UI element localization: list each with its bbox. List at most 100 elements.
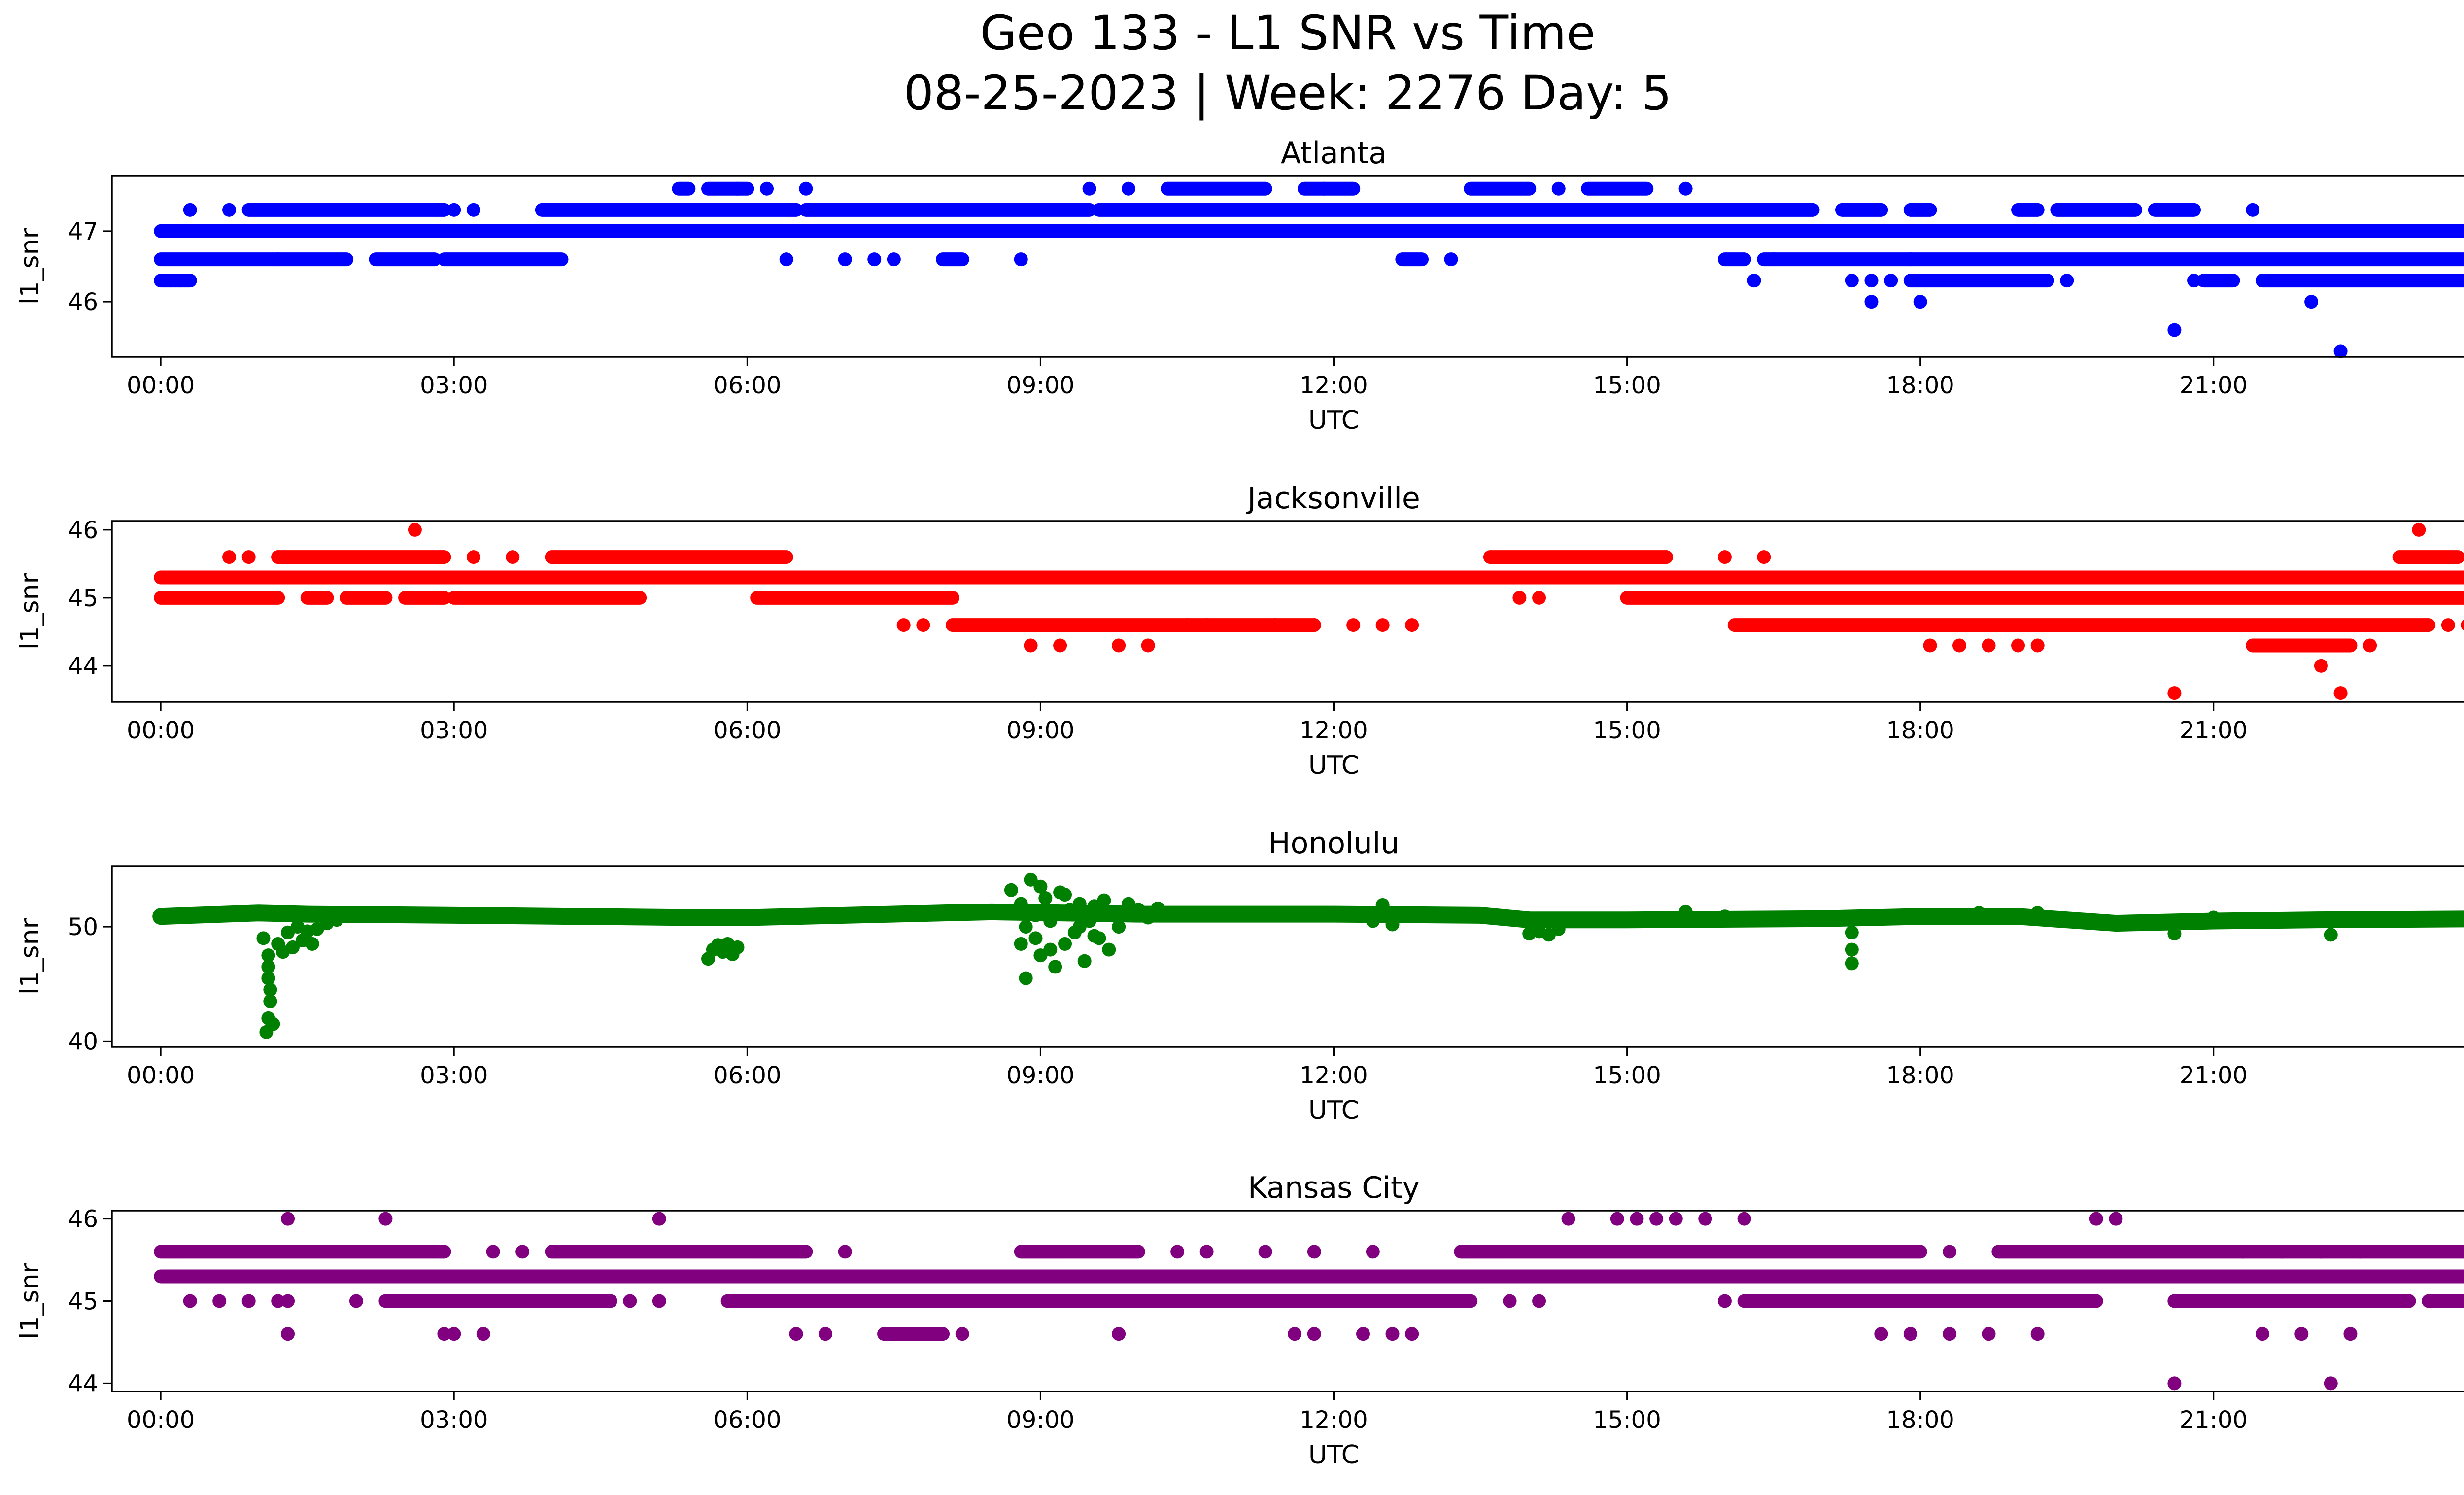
- data-point: [1737, 1212, 1751, 1226]
- data-point: [183, 203, 197, 217]
- data-point: [281, 1294, 295, 1308]
- data-point: [1048, 960, 1062, 974]
- data-point: [2167, 1294, 2182, 1308]
- x-tick-label: 21:00: [2180, 1062, 2248, 1089]
- x-tick-label: 00:00: [127, 1406, 195, 1434]
- x-tick-label: 00:00: [127, 372, 195, 399]
- data-point: [212, 1294, 227, 1308]
- data-point: [2011, 638, 2025, 653]
- data-point: [1845, 956, 1859, 971]
- x-tick-label: 03:00: [420, 372, 488, 399]
- data-point: [1288, 1327, 1302, 1341]
- data-point: [652, 1294, 666, 1308]
- x-axis: 00:00 03:00 06:00 09:00 12:00 15:00 18:00 21:00…: [127, 357, 2248, 435]
- y-tick-label: 46: [68, 288, 98, 316]
- data-point: [819, 1327, 833, 1341]
- data-point: [1444, 252, 1458, 267]
- data-point: [1698, 1212, 1712, 1226]
- x-tick-label: 12:00: [1300, 1062, 1368, 1089]
- data-point: [1107, 908, 1121, 922]
- y-tick-label: 45: [68, 1288, 98, 1316]
- data-point: [789, 1327, 803, 1341]
- data-point: [1923, 638, 1937, 653]
- data-point: [2167, 927, 2182, 941]
- data-point: [652, 1212, 666, 1226]
- x-axis-label: UTC: [1308, 1440, 1359, 1470]
- x-tick-label: 00:00: [127, 717, 195, 744]
- subplot-honolulu: Honolulu 00:00 03:00 06:00 09:00 12:00 15:00 18…: [15, 826, 2464, 1125]
- scatter-series: [152, 872, 2464, 1039]
- data-point: [1649, 1212, 1664, 1226]
- data-point: [1014, 937, 1028, 951]
- data-point: [241, 1294, 256, 1308]
- data-point: [1024, 638, 1038, 653]
- y-axis: 44 45 46 l1_snr: [15, 1206, 112, 1397]
- data-point: [486, 1245, 500, 1259]
- y-tick-label: 46: [68, 1206, 98, 1233]
- data-point: [1004, 883, 1018, 897]
- y-tick-label: 44: [68, 653, 98, 680]
- data-point: [1884, 274, 1898, 288]
- subplot-panels: Atlanta 00:00 03:00 06:00 09:00 12:00 15:00 18:…: [15, 136, 2464, 1470]
- data-point: [2441, 618, 2455, 632]
- data-point: [1903, 1327, 1917, 1341]
- scatter-series: [154, 522, 2464, 700]
- data-point: [2363, 638, 2377, 653]
- data-point: [838, 1245, 852, 1259]
- data-point: [1903, 252, 1917, 267]
- data-point: [2461, 619, 2464, 631]
- data-point: [1043, 942, 1058, 957]
- x-tick-label: 21:00: [2180, 717, 2248, 744]
- x-tick-label: 18:00: [1886, 372, 1954, 399]
- data-point: [2333, 344, 2348, 358]
- data-point: [1669, 1212, 1683, 1226]
- data-point: [506, 550, 520, 564]
- subplot-title: Jacksonville: [1245, 481, 1420, 516]
- data-point: [1375, 898, 1390, 912]
- subplot-title: Atlanta: [1281, 136, 1387, 171]
- y-axis-label: l1_snr: [15, 573, 45, 650]
- data-point: [1561, 1212, 1575, 1226]
- data-point: [256, 931, 271, 945]
- y-axis: 44 45 46 l1_snr: [15, 517, 112, 680]
- data-point: [349, 1294, 363, 1308]
- data-point: [1131, 903, 1145, 917]
- data-point: [2089, 1212, 2103, 1226]
- data-point: [1356, 1327, 1370, 1341]
- x-axis: 00:00 03:00 06:00 09:00 12:00 15:00 18:00 21:00…: [127, 1391, 2248, 1470]
- data-point: [1043, 914, 1058, 928]
- data-point: [447, 203, 461, 217]
- data-point: [285, 940, 300, 954]
- data-point: [515, 1245, 530, 1259]
- data-point: [1913, 295, 1927, 309]
- data-point: [2255, 1327, 2269, 1341]
- data-point: [1943, 1327, 1957, 1341]
- y-axis: 40 50 l1_snr: [15, 913, 112, 1055]
- data-point: [1082, 181, 1096, 196]
- data-point: [1170, 1245, 1185, 1259]
- data-point: [1028, 931, 1043, 945]
- data-point: [183, 1294, 197, 1308]
- data-point: [1141, 910, 1155, 925]
- data-point: [1532, 591, 1546, 605]
- y-axis: 46 47 l1_snr: [15, 218, 112, 316]
- y-tick-label: 50: [68, 913, 98, 941]
- data-point: [2030, 1327, 2045, 1341]
- data-point: [1551, 922, 1566, 936]
- data-point: [271, 1294, 285, 1308]
- y-tick-label: 45: [68, 585, 98, 612]
- data-point: [378, 1212, 393, 1226]
- data-point: [476, 1327, 490, 1341]
- x-tick-label: 06:00: [713, 717, 781, 744]
- data-point: [1307, 618, 1321, 632]
- subplot-title: Kansas City: [1248, 1171, 1420, 1205]
- data-point: [1053, 638, 1067, 653]
- data-point: [1717, 1294, 1732, 1308]
- x-tick-label: 18:00: [1886, 1406, 1954, 1434]
- data-point: [1141, 638, 1155, 653]
- subplot-title: Honolulu: [1268, 826, 1400, 861]
- x-tick-label: 15:00: [1593, 717, 1661, 744]
- x-tick-label: 03:00: [420, 1062, 488, 1089]
- data-point: [1019, 971, 1033, 985]
